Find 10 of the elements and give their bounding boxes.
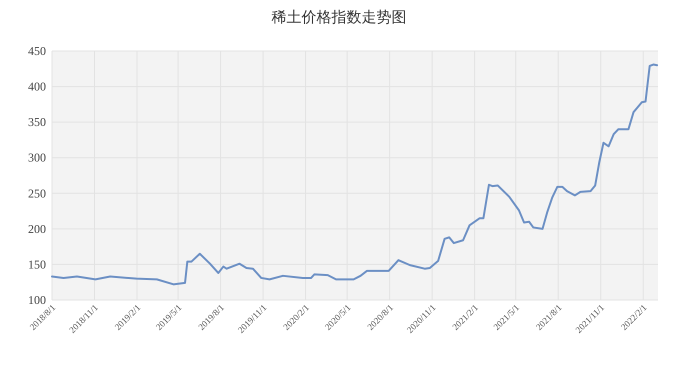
y-tick-label: 150: [28, 257, 46, 272]
y-tick-label: 250: [28, 186, 46, 200]
y-tick-label: 350: [28, 115, 46, 130]
line-series: [51, 64, 658, 286]
y-tick-label: 100: [28, 293, 46, 307]
y-tick-label: 450: [28, 44, 46, 58]
y-tick-label: 400: [28, 80, 46, 94]
y-tick-label: 300: [28, 150, 46, 165]
y-tick-label: 200: [28, 222, 46, 236]
chart-title: 稀土价格指数走势图: [272, 9, 406, 26]
